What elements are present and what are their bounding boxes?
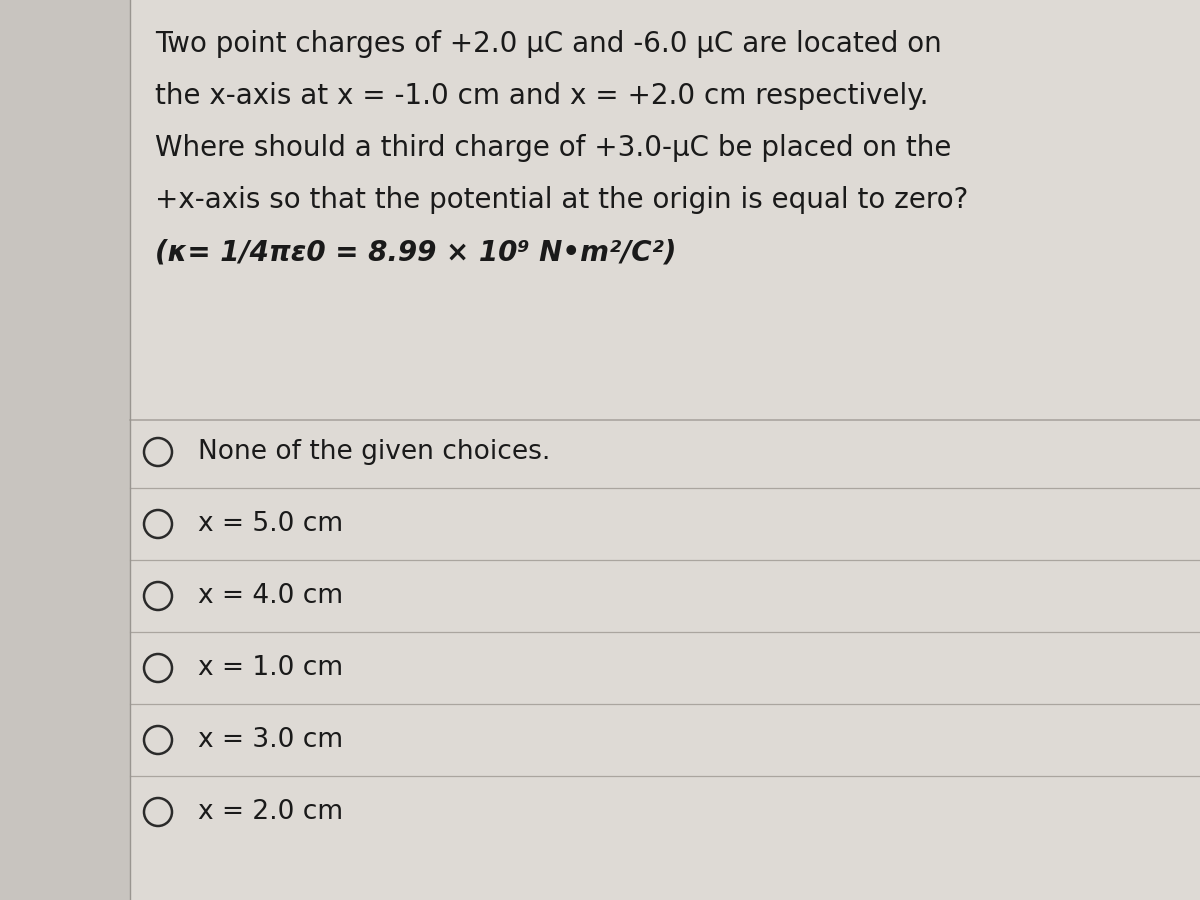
Text: (κ= 1/4πε0 = 8.99 × 10⁹ N•m²/C²): (κ= 1/4πε0 = 8.99 × 10⁹ N•m²/C²) [155,238,677,266]
Bar [130,0,1200,900]
Text: None of the given choices.: None of the given choices. [198,439,551,465]
Text: x = 5.0 cm: x = 5.0 cm [198,511,343,537]
Bar [0,0,130,900]
Text: x = 1.0 cm: x = 1.0 cm [198,655,343,681]
Text: Two point charges of +2.0 μC and -6.0 μC are located on: Two point charges of +2.0 μC and -6.0 μC… [155,30,942,58]
Text: the x-axis at x = -1.0 cm and x = +2.0 cm respectively.: the x-axis at x = -1.0 cm and x = +2.0 c… [155,82,929,110]
Text: x = 4.0 cm: x = 4.0 cm [198,583,343,609]
Text: x = 2.0 cm: x = 2.0 cm [198,799,343,825]
Text: Where should a third charge of +3.0-μC be placed on the: Where should a third charge of +3.0-μC b… [155,134,952,162]
Text: x = 3.0 cm: x = 3.0 cm [198,727,343,753]
Text: +x-axis so that the potential at the origin is equal to zero?: +x-axis so that the potential at the ori… [155,186,968,214]
